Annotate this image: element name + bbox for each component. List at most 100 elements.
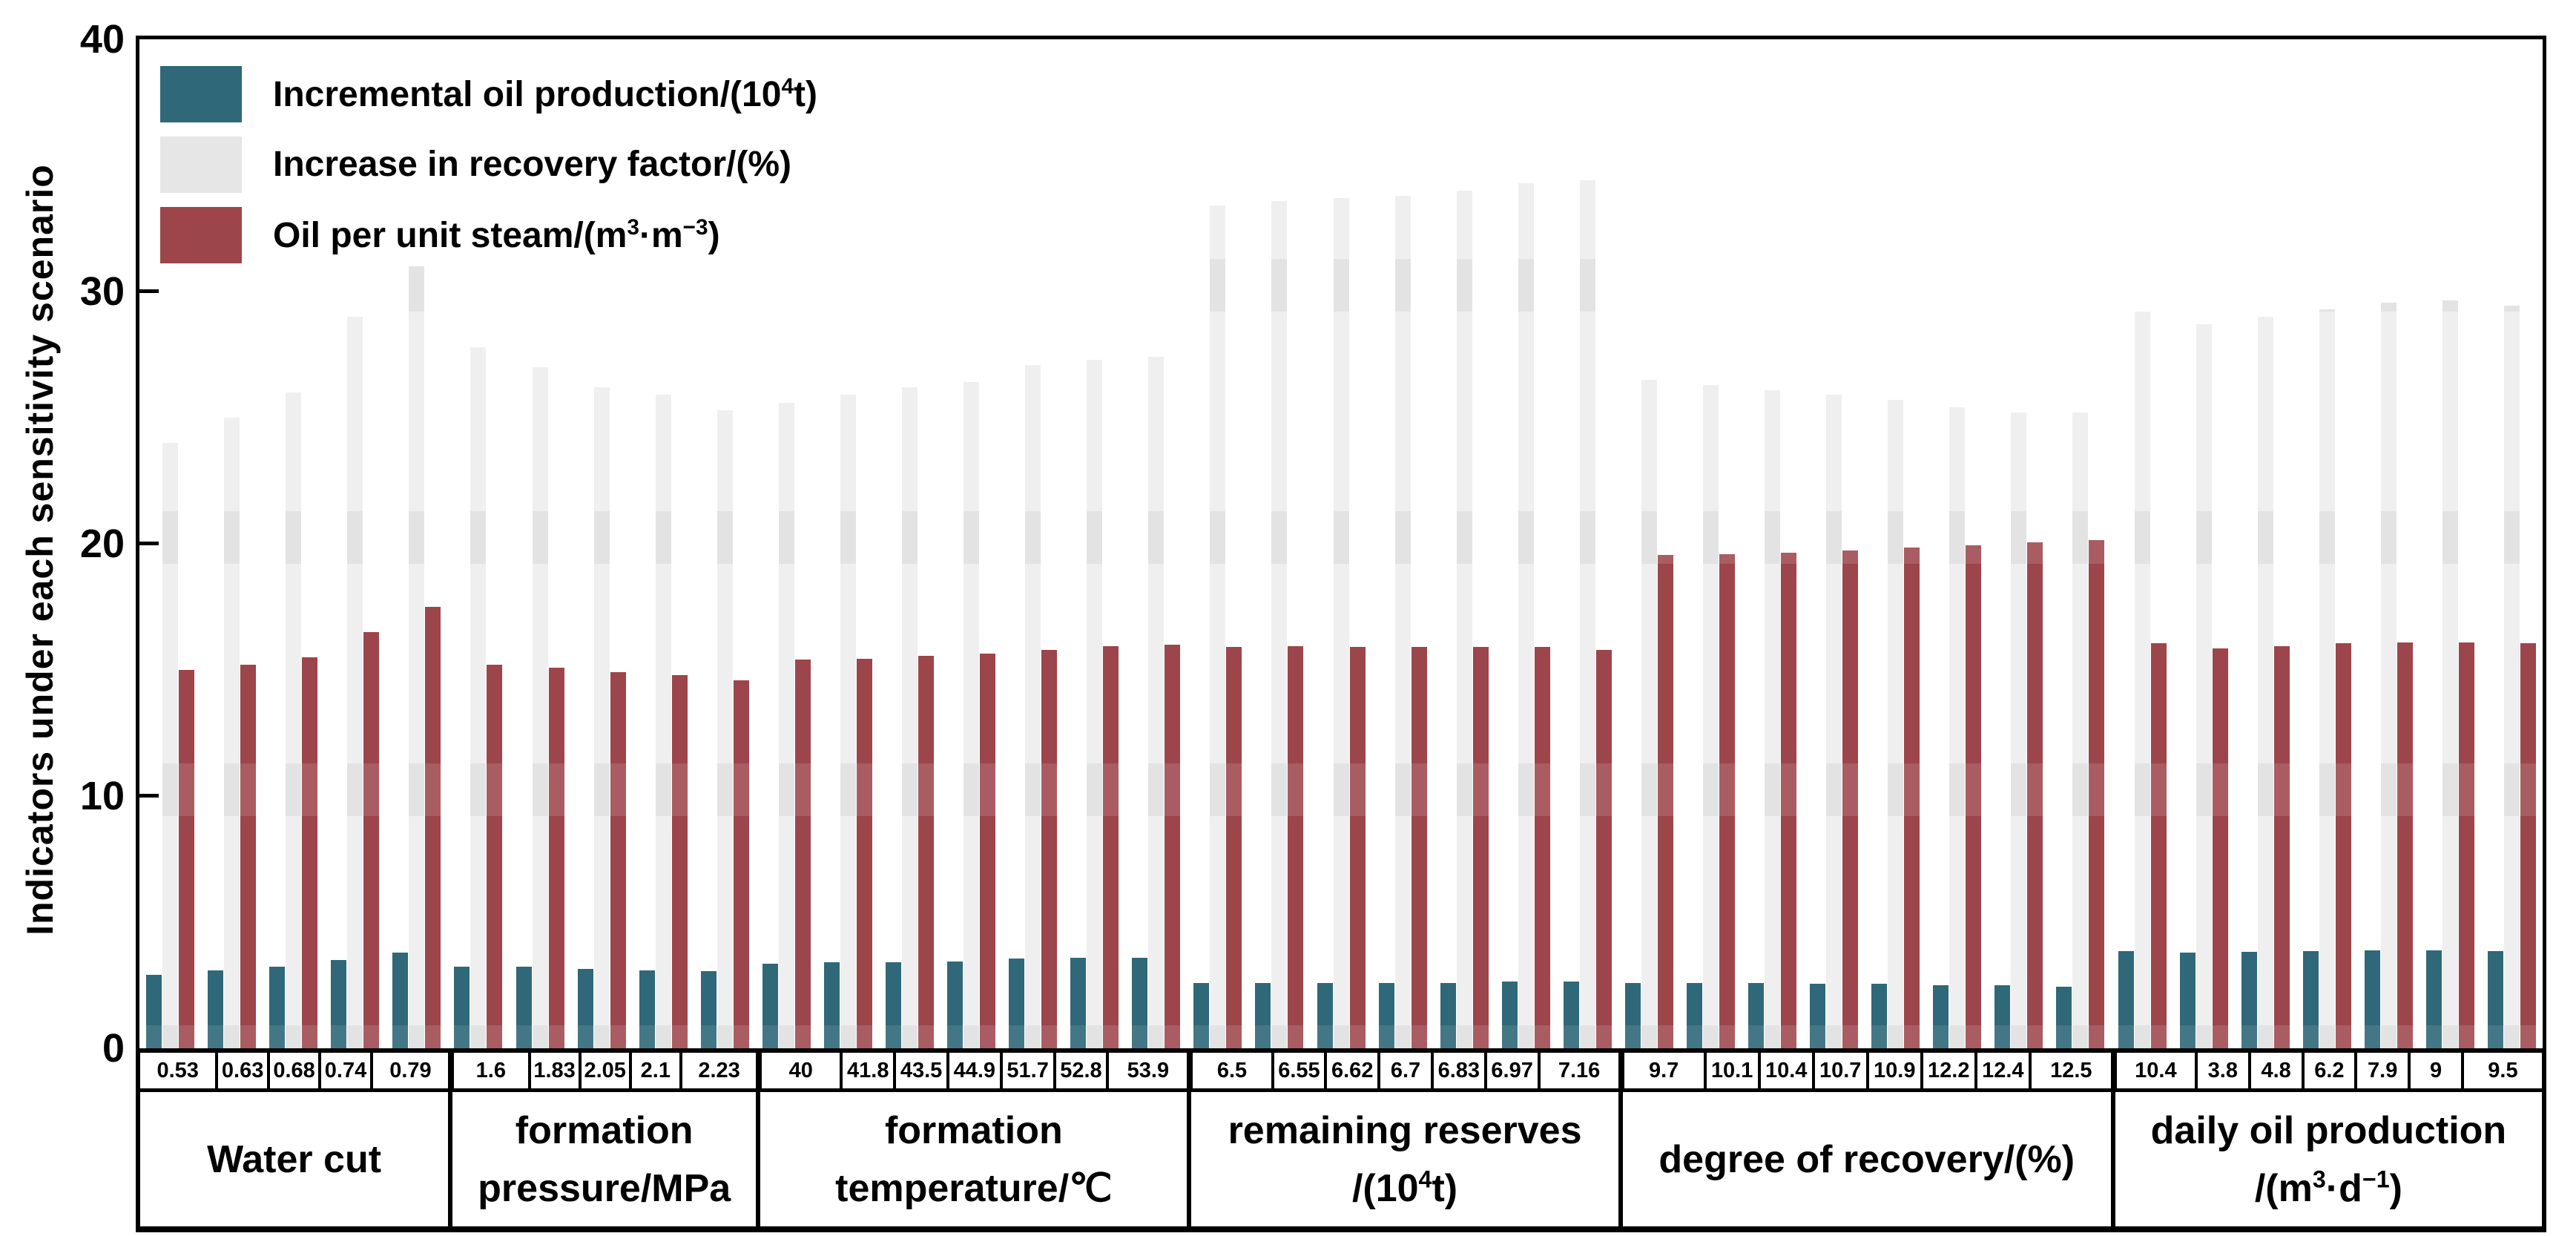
scenario-value-row: 0.53 0.63 0.68 0.74 0.79 1.6 1.83 2.05 2.1 2.23 40… [140, 1053, 2542, 1092]
legend-label-recovery: Increase in recovery factor/(%) [273, 144, 791, 184]
bar-oil_per_unit_steam [240, 665, 257, 1048]
bar-oil_per_unit_steam [2027, 542, 2043, 1048]
bar-incremental [392, 952, 409, 1048]
bar-shade-bands [1904, 548, 1920, 1048]
bar-incremental [1317, 982, 1333, 1048]
group-label-line: degree of recovery/(%) [1658, 1137, 2075, 1181]
bar-shade-bands [1041, 649, 1058, 1048]
bar-shade-bands [2380, 303, 2397, 1048]
bar-oil_per_unit_steam [1103, 645, 1119, 1048]
scenario-value: 52.8 [1053, 1053, 1107, 1088]
bar-oil_per_unit_steam [1288, 645, 1304, 1048]
bar-incremental [2241, 952, 2257, 1048]
bar-shade-bands [2257, 317, 2273, 1048]
bar-shade-bands [392, 952, 409, 1048]
bar-shade-bands [885, 962, 901, 1048]
scenario-value: 7.9 [2354, 1053, 2408, 1088]
bar-shade-bands [794, 660, 811, 1048]
bar-oil_per_unit_steam [610, 672, 626, 1048]
scenario-value: 0.53 [157, 1058, 199, 1082]
group-label-line: formation [515, 1108, 694, 1152]
bar-shade-bands [146, 975, 162, 1048]
bar-incremental [1933, 985, 1949, 1048]
bar-incremental [1748, 982, 1765, 1048]
bar-oil_per_unit_steam [363, 632, 380, 1048]
bar-shade-bands [733, 680, 749, 1048]
scenario-value: 1.6 [475, 1058, 506, 1082]
scenario-value: 10.1 [1703, 1053, 1758, 1088]
bar-oil_per_unit_steam [1842, 550, 1859, 1048]
bar-shade-bands [1842, 550, 1859, 1048]
bar-recovery [2319, 309, 2335, 1048]
bar-shade-bands [1595, 649, 1612, 1048]
bar-recovery [2257, 317, 2273, 1048]
bar-recovery [840, 395, 856, 1048]
bar-shade-bands [409, 266, 425, 1048]
group-label: remaining reserves /(104t) [1187, 1092, 1618, 1226]
value-cells-degree of recovery/(%): 9.7 10.1 10.4 10.7 10.9 12.2 12.4 12.5 [1618, 1053, 2111, 1088]
bar-recovery [1888, 400, 1904, 1048]
bar-oil_per_unit_steam [1349, 647, 1366, 1048]
bar-shade-bands [2520, 643, 2536, 1048]
bar-shade-bands [1349, 647, 1366, 1048]
bar-recovery [963, 382, 980, 1048]
bar-incremental [823, 962, 840, 1048]
group-label-line: Water cut [207, 1137, 382, 1181]
bar-incremental [2056, 986, 2072, 1048]
bar-oil_per_unit_steam [1411, 647, 1427, 1048]
bar-oil_per_unit_steam [2150, 643, 2167, 1048]
bar-shade-bands [1624, 982, 1641, 1048]
bar-oil_per_unit_steam [918, 656, 934, 1048]
bar-shade-bands [762, 964, 778, 1048]
bar-shade-bands [1686, 982, 1702, 1048]
bar-shade-bands [1702, 384, 1719, 1048]
bar-oil_per_unit_steam [425, 607, 441, 1048]
bar-incremental [2118, 951, 2134, 1048]
bar-shade-bands [700, 971, 717, 1048]
bar-recovery [2011, 412, 2027, 1048]
bar-shade-bands [2442, 300, 2458, 1048]
bar-recovery [1702, 384, 1719, 1048]
bar-shade-bands [208, 970, 224, 1048]
scenario-value: 40 [788, 1058, 813, 1082]
legend-label-incremental: Incremental oil production/(104t) [273, 73, 817, 114]
bar-shade-bands [515, 966, 532, 1048]
scenario-value: 4.8 [2247, 1053, 2302, 1088]
bar-shade-bands [1333, 198, 1349, 1048]
bar-shade-bands [1563, 981, 1579, 1048]
bar-shade-bands [269, 966, 286, 1048]
bar-shade-bands [1255, 982, 1271, 1048]
bar-shade-bands [363, 632, 380, 1048]
bar-recovery [2380, 303, 2397, 1048]
scenario-value: 10.4 [2135, 1058, 2177, 1082]
bar-shade-bands [548, 667, 564, 1048]
bar-oil_per_unit_steam [980, 653, 996, 1048]
bar-incremental [1255, 982, 1271, 1048]
bar-shade-bands [856, 658, 872, 1048]
bar-incremental [1810, 984, 1826, 1048]
bar-incremental [1378, 982, 1394, 1048]
scenario-value: 44.9 [946, 1053, 1000, 1088]
bar-shade-bands [1781, 552, 1797, 1048]
bar-recovery [162, 443, 179, 1048]
bar-shade-bands [1719, 553, 1735, 1048]
bar-recovery [1148, 357, 1165, 1048]
group-label: degree of recovery/(%) [1618, 1092, 2111, 1226]
bar-oil_per_unit_steam [1041, 649, 1058, 1048]
scenario-value: 6.97 [1483, 1053, 1538, 1088]
bar-oil_per_unit_steam [1781, 552, 1797, 1048]
bar-shade-bands [2273, 645, 2290, 1048]
y-tick-label-40: 40 [79, 17, 125, 62]
bar-shade-bands [1641, 380, 1657, 1048]
scenario-value: 2.1 [628, 1053, 679, 1088]
bar-shade-bands [1193, 982, 1210, 1048]
legend: Incremental oil production/(104t) Increas… [160, 59, 817, 270]
bar-shade-bands [2212, 648, 2228, 1048]
bar-oil_per_unit_steam [179, 670, 195, 1048]
bar-shade-bands [2241, 952, 2257, 1048]
bar-incremental [208, 970, 224, 1048]
bar-recovery [347, 317, 363, 1048]
bar-oil_per_unit_steam [2335, 643, 2351, 1048]
scenario-value: 0.79 [369, 1053, 448, 1088]
bar-shade-bands [1440, 982, 1456, 1048]
